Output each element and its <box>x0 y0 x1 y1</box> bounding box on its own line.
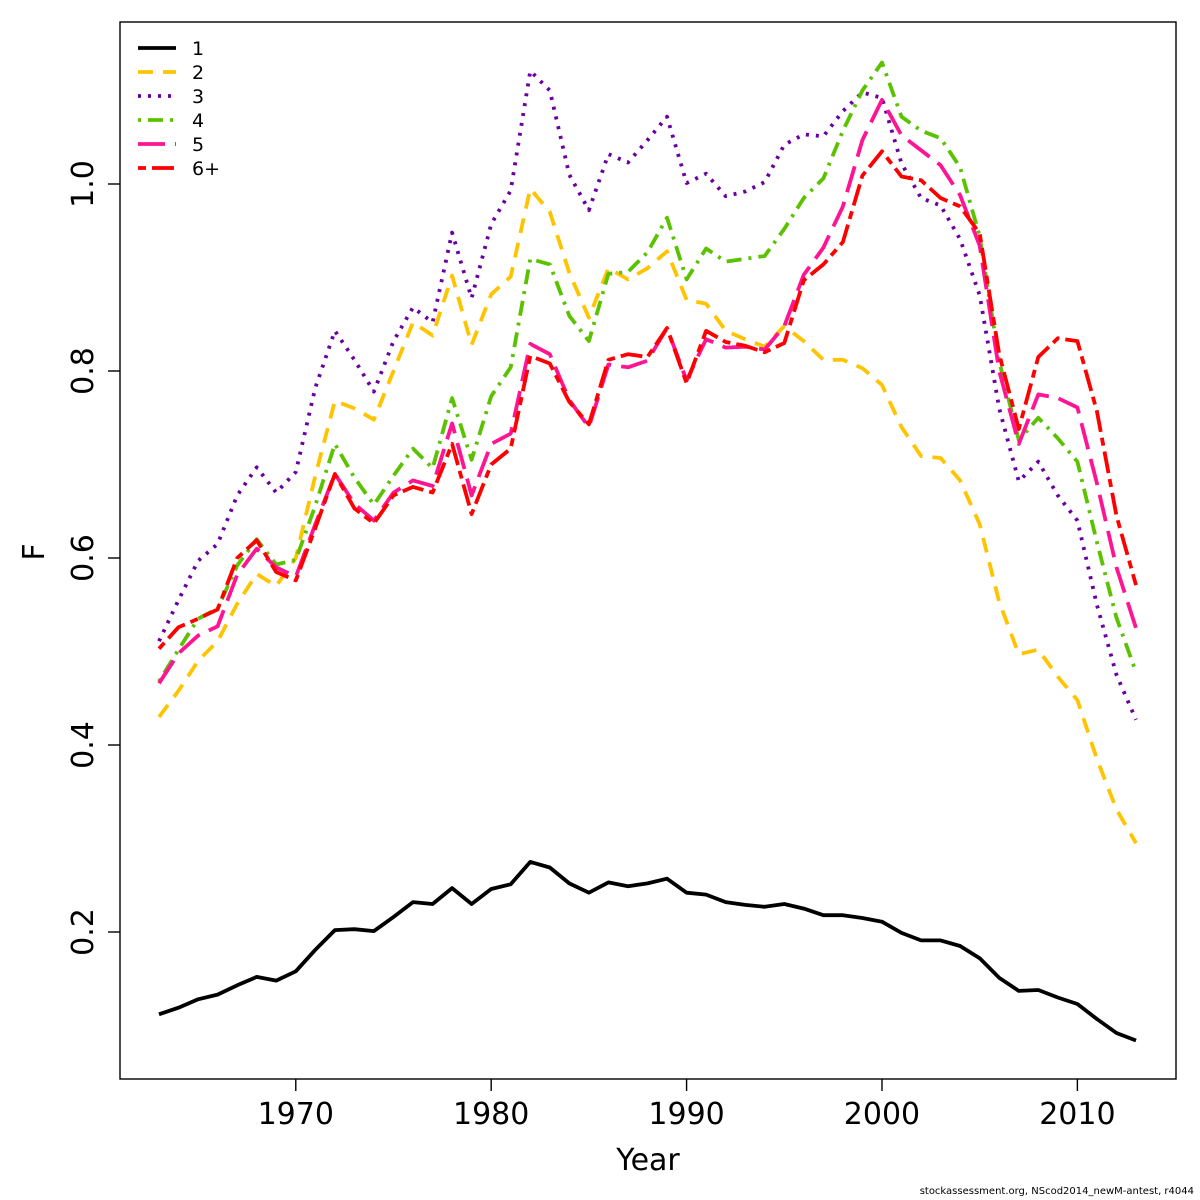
x-tick-label: 1980 <box>453 1097 529 1132</box>
legend-label-5: 5 <box>192 134 204 156</box>
x-axis: 1970 1980 1990 2000 2010 <box>258 1079 1116 1132</box>
x-tick-label: 1990 <box>648 1097 724 1132</box>
legend-label-6: 6+ <box>192 158 220 180</box>
y-tick-label: 0.6 <box>66 534 101 582</box>
plot-frame <box>119 21 1177 1080</box>
series-line-4 <box>157 60 1138 683</box>
footer-note: stockassessment.org, NScod2014_newM-ante… <box>919 1186 1194 1197</box>
x-tick-label: 2000 <box>844 1097 920 1132</box>
x-tick-label: 1970 <box>258 1097 334 1132</box>
y-axis-title: F <box>17 543 52 560</box>
series-line-5 <box>157 97 1138 685</box>
series-line-2 <box>157 186 1138 845</box>
y-tick-label: 0.8 <box>66 347 101 395</box>
y-tick-label: 0.4 <box>66 721 101 769</box>
legend-label-4: 4 <box>192 110 204 132</box>
x-axis-title: Year <box>615 1143 680 1178</box>
x-tick-label: 2010 <box>1039 1097 1115 1132</box>
series-line-6 <box>157 149 1138 650</box>
legend-label-2: 2 <box>192 62 204 84</box>
series-line-3 <box>157 69 1138 721</box>
legend-label-1: 1 <box>192 38 204 60</box>
series-line-1 <box>158 860 1137 1043</box>
y-tick-label: 1.0 <box>66 160 101 208</box>
y-axis: 0.2 0.4 0.6 0.8 1.0 <box>66 160 120 956</box>
legend-label-3: 3 <box>192 86 204 108</box>
series-lines <box>157 60 1138 1043</box>
y-tick-label: 0.2 <box>66 908 101 956</box>
